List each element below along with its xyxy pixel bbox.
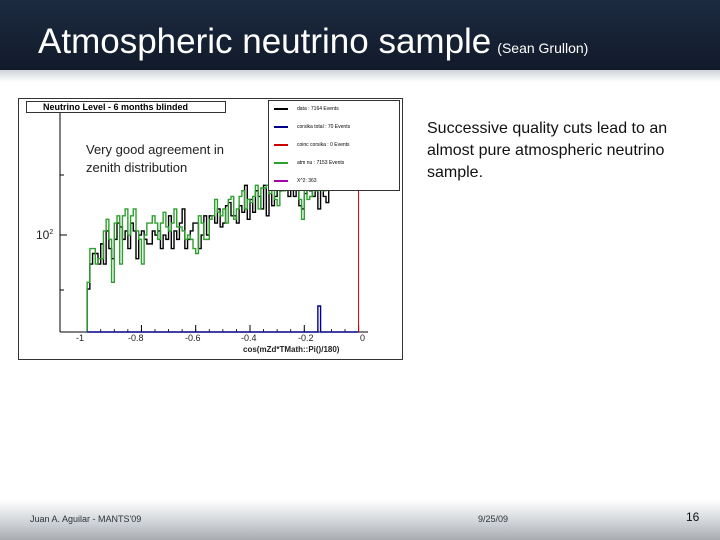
legend-swatch	[274, 162, 288, 164]
legend-swatch	[274, 108, 288, 110]
legend-swatch	[274, 126, 288, 128]
x-tick-label: -0.8	[128, 333, 144, 343]
x-axis-title: cos(mZd*TMath::Pi()/180)	[243, 345, 340, 354]
slide-header	[0, 0, 720, 70]
page-number: 16	[686, 510, 700, 524]
slide-title-credit: (Sean Grullon)	[497, 40, 589, 56]
footer-date: 9/25/09	[478, 514, 509, 524]
slide-title: Atmospheric neutrino sample (Sean Grullon…	[38, 22, 589, 61]
legend-label: data : 7164 Events	[297, 106, 339, 112]
y-tick-exponent: 2	[49, 229, 54, 236]
x-tick-label: 0	[360, 333, 366, 343]
legend-label: coinc corsika : 0 Events	[297, 142, 350, 148]
legend-item-atm-nu: atm nu : 7153 Events	[269, 158, 399, 168]
chart-annotation: Very good agreement in zenith distributi…	[86, 142, 225, 175]
x-tick-label: -0.4	[241, 333, 257, 343]
atm-nu-histogram	[86, 134, 359, 332]
y-tick-label: 102	[36, 228, 54, 242]
data-histogram	[86, 131, 359, 332]
header-divider	[0, 70, 720, 82]
legend-item-data: data : 7164 Events	[269, 104, 399, 114]
chart-title: Neutrino Level - 6 months blinded	[26, 101, 226, 113]
chart-legend: data : 7164 Events corsika total : 70 Ev…	[268, 100, 400, 191]
slide-body-text: Successive quality cuts lead to an almos…	[427, 120, 668, 181]
legend-item-chi2: X^2: 363	[269, 176, 399, 186]
x-tick-label: -1	[76, 333, 85, 343]
legend-swatch	[274, 144, 288, 146]
footer-author: Juan A. Aguilar - MANTS'09	[30, 514, 142, 524]
legend-label: X^2: 363	[297, 178, 317, 184]
legend-swatch	[274, 180, 288, 182]
legend-label: atm nu : 7153 Events	[297, 160, 345, 166]
legend-label: corsika total : 70 Events	[297, 124, 351, 130]
corsika-total-histogram	[87, 305, 359, 333]
x-tick-label: -0.6	[185, 333, 201, 343]
legend-item-corsika-total: corsika total : 70 Events	[269, 122, 399, 132]
slide-footer	[0, 500, 720, 540]
x-tick-label: -0.2	[298, 333, 314, 343]
legend-item-coinc-corsika: coinc corsika : 0 Events	[269, 140, 399, 150]
